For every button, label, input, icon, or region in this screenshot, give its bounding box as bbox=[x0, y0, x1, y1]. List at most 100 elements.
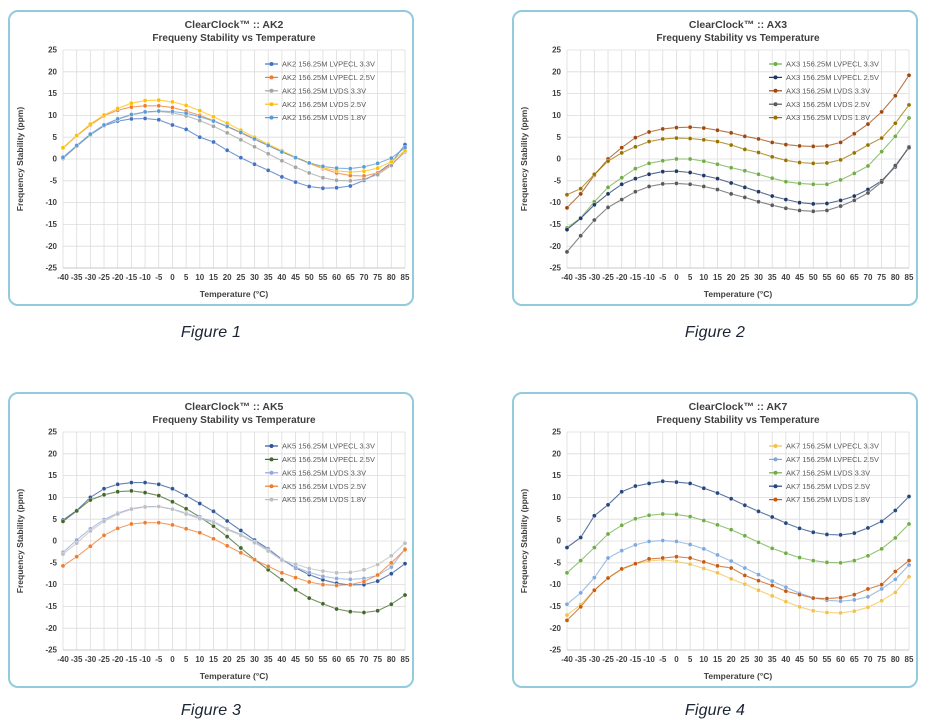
y-axis-title: Frequency Stability (ppm) bbox=[15, 107, 25, 212]
svg-text:15: 15 bbox=[713, 273, 722, 282]
x-axis-tick-labels: -40 -35 -30 -25 -20 -15 -10 -5 0 5 10 15 20 25 30 35 40 4… bbox=[561, 655, 914, 664]
svg-text:-15: -15 bbox=[630, 273, 642, 282]
chart-title: ClearClock™ :: AK5 bbox=[185, 401, 284, 413]
svg-text:-15: -15 bbox=[549, 602, 561, 611]
legend-marker-dot bbox=[269, 75, 274, 80]
svg-text:-20: -20 bbox=[45, 624, 57, 633]
svg-text:-15: -15 bbox=[126, 655, 138, 664]
svg-text:20: 20 bbox=[727, 273, 736, 282]
svg-text:-30: -30 bbox=[589, 273, 601, 282]
legend-label: AK7 156.25M LVDS 2.5V bbox=[786, 482, 870, 491]
legend-label: AK7 156.25M LVPECL 2.5V bbox=[786, 455, 879, 464]
series-ax3-156-25m-lvds-3-3v bbox=[564, 72, 912, 211]
svg-text:60: 60 bbox=[836, 655, 845, 664]
svg-text:65: 65 bbox=[850, 655, 859, 664]
svg-text:20: 20 bbox=[552, 67, 561, 76]
svg-text:-25: -25 bbox=[549, 264, 561, 273]
chart-subtitle: Frequeny Stability vs Temperature bbox=[152, 415, 316, 426]
svg-text:-35: -35 bbox=[575, 273, 587, 282]
legend-item: AX3 156.25M LVDS 1.8V bbox=[769, 113, 870, 122]
svg-text:35: 35 bbox=[768, 273, 777, 282]
figure4-chart-panel: ClearClock™ :: AK7 Frequeny Stability vs … bbox=[512, 392, 918, 688]
legend-label: AK5 156.25M LVPECL 3.3V bbox=[282, 442, 375, 451]
svg-text:20: 20 bbox=[223, 655, 232, 664]
series-ax3-156-25m-lvpecl-2-5v bbox=[564, 144, 912, 232]
svg-text:-5: -5 bbox=[659, 655, 667, 664]
svg-text:-25: -25 bbox=[549, 646, 561, 655]
legend: AK5 156.25M LVPECL 3.3V AK5 156.25M LVPEC… bbox=[265, 442, 375, 504]
svg-text:0: 0 bbox=[674, 655, 679, 664]
svg-text:-15: -15 bbox=[630, 655, 642, 664]
svg-text:-30: -30 bbox=[85, 655, 97, 664]
svg-text:-5: -5 bbox=[50, 558, 58, 567]
svg-text:-10: -10 bbox=[139, 273, 151, 282]
svg-text:35: 35 bbox=[264, 655, 273, 664]
svg-text:35: 35 bbox=[264, 273, 273, 282]
x-axis-title: Temperature (°C) bbox=[200, 671, 269, 681]
legend-marker-dot bbox=[773, 470, 778, 475]
legend-label: AK5 156.25M LVPECL 2.5V bbox=[282, 455, 375, 464]
legend-marker-dot bbox=[773, 497, 778, 502]
svg-text:80: 80 bbox=[387, 273, 396, 282]
legend-item: AX3 156.25M LVPECL 2.5V bbox=[769, 73, 879, 82]
gridlines bbox=[62, 431, 406, 651]
svg-text:-20: -20 bbox=[549, 242, 561, 251]
svg-text:50: 50 bbox=[305, 273, 314, 282]
svg-text:5: 5 bbox=[53, 515, 58, 524]
svg-text:-10: -10 bbox=[549, 198, 561, 207]
svg-text:5: 5 bbox=[184, 273, 189, 282]
svg-text:40: 40 bbox=[277, 655, 286, 664]
y-axis-tick-labels: 25 20 15 10 5 0 -5 -10 -15 -20 -25 bbox=[45, 428, 57, 655]
svg-text:45: 45 bbox=[291, 273, 300, 282]
legend-marker-dot bbox=[269, 102, 274, 107]
svg-text:75: 75 bbox=[373, 273, 382, 282]
svg-text:-20: -20 bbox=[616, 655, 628, 664]
svg-text:25: 25 bbox=[552, 428, 561, 437]
svg-text:-30: -30 bbox=[85, 273, 97, 282]
chart-title: ClearClock™ :: AK2 bbox=[185, 19, 284, 31]
svg-text:10: 10 bbox=[48, 493, 57, 502]
svg-text:-20: -20 bbox=[112, 655, 124, 664]
svg-text:25: 25 bbox=[552, 46, 561, 55]
chart-subtitle: Frequeny Stability vs Temperature bbox=[152, 33, 316, 44]
svg-text:10: 10 bbox=[195, 655, 204, 664]
y-axis-title: Frequency Stability (ppm) bbox=[519, 107, 529, 212]
svg-text:70: 70 bbox=[864, 273, 873, 282]
legend-item: AK7 156.25M LVPECL 2.5V bbox=[769, 455, 879, 464]
y-axis-title: Frequency Stability (ppm) bbox=[15, 489, 25, 594]
svg-text:10: 10 bbox=[699, 655, 708, 664]
svg-text:15: 15 bbox=[552, 471, 561, 480]
svg-text:70: 70 bbox=[360, 655, 369, 664]
svg-text:80: 80 bbox=[891, 655, 900, 664]
legend-marker-dot bbox=[773, 457, 778, 462]
svg-text:60: 60 bbox=[836, 273, 845, 282]
svg-text:60: 60 bbox=[332, 273, 341, 282]
x-axis-title: Temperature (°C) bbox=[704, 671, 773, 681]
svg-text:-40: -40 bbox=[561, 273, 573, 282]
svg-text:-25: -25 bbox=[45, 646, 57, 655]
gridlines bbox=[62, 49, 406, 269]
series-ak2-156-25m-lvds-1-8v bbox=[60, 108, 408, 171]
svg-text:25: 25 bbox=[48, 428, 57, 437]
y-axis-tick-labels: 25 20 15 10 5 0 -5 -10 -15 -20 -25 bbox=[45, 46, 57, 273]
svg-text:50: 50 bbox=[305, 655, 314, 664]
svg-text:-25: -25 bbox=[602, 273, 614, 282]
svg-text:0: 0 bbox=[53, 155, 58, 164]
legend-item: AK2 156.25M LVPECL 2.5V bbox=[265, 73, 375, 82]
svg-text:-15: -15 bbox=[549, 220, 561, 229]
legend-marker-dot bbox=[773, 444, 778, 448]
svg-text:70: 70 bbox=[864, 655, 873, 664]
svg-text:70: 70 bbox=[360, 273, 369, 282]
legend-label: AX3 156.25M LVPECL 2.5V bbox=[786, 73, 879, 82]
svg-text:10: 10 bbox=[552, 111, 561, 120]
series-ak7-156-25m-lvds-2-5v bbox=[564, 478, 912, 550]
legend-marker-dot bbox=[269, 497, 274, 502]
svg-text:60: 60 bbox=[332, 655, 341, 664]
svg-text:-15: -15 bbox=[45, 602, 57, 611]
series-ak7-156-25m-lvds-1-8v bbox=[564, 554, 912, 623]
legend-item: AK5 156.25M LVPECL 3.3V bbox=[265, 442, 375, 451]
svg-text:25: 25 bbox=[236, 655, 245, 664]
